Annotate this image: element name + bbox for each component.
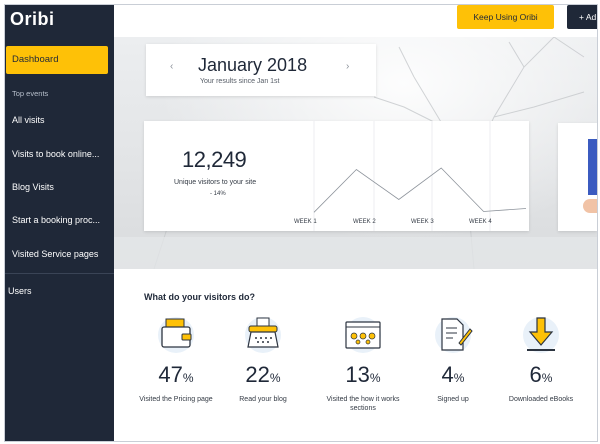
sidebar-item-visited-service-pages[interactable]: Visited Service pages	[12, 249, 99, 259]
activity-signed-up: 4% Signed up	[408, 315, 498, 404]
unique-visitors-value: 12,249	[182, 147, 247, 172]
sidebar-item-blog-visits[interactable]: Blog Visits	[12, 182, 54, 192]
week-1-label: WEEK 1	[294, 219, 317, 225]
month-title: January 2018	[198, 55, 308, 75]
sidebar-divider	[5, 273, 114, 274]
activity-pricing-unit: %	[182, 371, 194, 385]
chevron-left-icon[interactable]: ‹	[170, 61, 174, 72]
hero-banner: ‹ January 2018 › Your results since Jan …	[114, 37, 597, 269]
month-selector-card: ‹ January 2018 › Your results since Jan …	[146, 44, 376, 96]
signup-form-icon	[435, 317, 473, 353]
activity-signed-up-unit: %	[453, 371, 465, 385]
visitors-change: - 14%	[210, 191, 226, 197]
chevron-right-icon[interactable]: ›	[346, 61, 350, 72]
activity-blog-label: Read your blog	[239, 396, 287, 403]
activity-pricing-label: Visited the Pricing page	[139, 396, 213, 403]
activity-how-it-works-unit: %	[369, 371, 381, 385]
week-4-label: WEEK 4	[469, 219, 492, 225]
activity-downloaded-ebooks: 6% Downloaded eBooks	[496, 315, 586, 404]
side-image-hand	[583, 199, 597, 213]
week-2-label: WEEK 2	[353, 219, 376, 225]
sidebar-section-top-events: Top events	[12, 89, 49, 98]
activity-downloaded-ebooks-label: Downloaded eBooks	[508, 396, 574, 403]
activity-how-it-works-pct: 13	[345, 362, 370, 387]
typewriter-icon	[245, 317, 281, 353]
sidebar-item-start-booking-process[interactable]: Start a booking proc...	[12, 215, 101, 225]
activity-downloaded-ebooks-pct: 6	[529, 362, 542, 387]
activities-title: What do your visitors do?	[144, 292, 256, 302]
activity-blog-unit: %	[269, 371, 281, 385]
activity-signed-up-pct: 4	[441, 362, 454, 387]
week-3-label: WEEK 3	[411, 219, 434, 225]
side-image-blue	[588, 139, 597, 195]
unique-visitors-label: Unique visitors to your site	[174, 179, 257, 186]
activity-blog: 22% Read your blog	[218, 315, 308, 404]
activity-downloaded-ebooks-unit: %	[541, 371, 553, 385]
sidebar-item-dashboard[interactable]: Dashboard	[6, 46, 108, 74]
activity-blog-pct: 22	[245, 362, 270, 387]
app-frame: Oribi Dashboard Top events All visits Vi…	[4, 4, 598, 442]
visitors-trend-chart	[313, 121, 527, 231]
sidebar: Oribi Dashboard Top events All visits Vi…	[5, 5, 114, 441]
wallet-icon	[158, 317, 194, 353]
oribi-logo[interactable]: Oribi	[10, 9, 55, 29]
download-icon	[523, 317, 559, 353]
sidebar-item-all-visits[interactable]: All visits	[12, 115, 45, 125]
activity-how-it-works: 13% Visited the how it works sections	[318, 315, 408, 413]
visitors-stats-card: 12,249 Unique visitors to your site - 14…	[144, 121, 529, 231]
activity-how-it-works-label: Visited the how it works sections	[326, 396, 400, 412]
activity-signed-up-label: Signed up	[437, 396, 469, 403]
browser-window-icon	[345, 317, 381, 353]
sidebar-item-visits-to-book-online[interactable]: Visits to book online...	[12, 149, 100, 159]
keep-using-oribi-button[interactable]: Keep Using Oribi	[457, 5, 554, 29]
trend-line	[313, 167, 527, 213]
side-image-card	[558, 123, 597, 231]
month-subtitle: Your results since Jan 1st	[200, 78, 280, 85]
sidebar-item-users[interactable]: Users	[8, 286, 32, 296]
activity-pricing: 47% Visited the Pricing page	[131, 315, 221, 404]
add-button[interactable]: + Ad	[567, 5, 597, 29]
activity-pricing-pct: 47	[158, 362, 183, 387]
